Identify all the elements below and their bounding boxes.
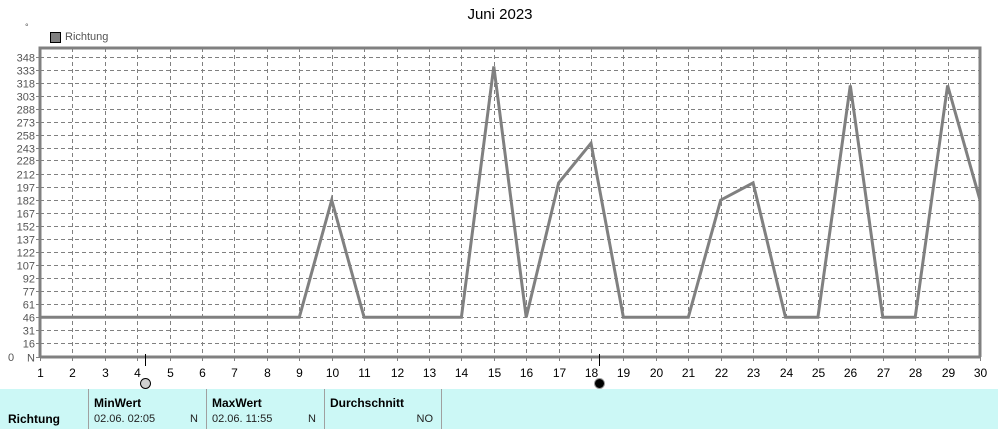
y-tick-label: 258 — [17, 131, 35, 143]
y-tick-label: 77 — [23, 287, 35, 299]
x-tick-label: 5 — [167, 366, 174, 380]
y-unit-label: ° — [25, 22, 29, 32]
stat-min-header: MinWert — [94, 396, 142, 410]
y-tick-label: 273 — [17, 118, 35, 130]
x-tick-label: 25 — [812, 366, 826, 380]
y-tick-label: 288 — [17, 105, 35, 117]
max-marker-icon[interactable] — [594, 378, 605, 389]
x-tick-label: 7 — [231, 366, 238, 380]
y-tick-label: 318 — [17, 79, 35, 91]
x-tick-label: 21 — [682, 366, 696, 380]
stat-min: MinWert 02.06. 02:05 N — [88, 389, 206, 429]
x-tick-label: 4 — [134, 366, 141, 380]
x-tick-label: 18 — [585, 366, 599, 380]
stat-max: MaxWert 02.06. 11:55 N — [206, 389, 324, 429]
stat-avg-direction: NO — [416, 413, 434, 425]
y-zero-label: 0 — [8, 352, 14, 364]
plot-frame — [38, 46, 982, 357]
x-tick-label: 15 — [488, 366, 502, 380]
x-tick-label: 9 — [296, 366, 303, 380]
x-tick-label: 24 — [780, 366, 794, 380]
x-tick-label: 19 — [617, 366, 631, 380]
x-tick-label: 14 — [455, 366, 469, 380]
max-marker-tick — [599, 354, 600, 366]
y-tick-label: 197 — [17, 183, 35, 195]
min-marker-icon[interactable] — [140, 378, 151, 389]
y-tick-label: 16 — [23, 339, 35, 351]
x-tick-label: 11 — [358, 366, 371, 380]
x-tick-label: 10 — [326, 366, 340, 380]
y-tick-label: 61 — [23, 300, 35, 312]
stats-panel: Richtung MinWert 02.06. 02:05 N MaxWert … — [0, 389, 998, 429]
y-tick-label: 31 — [23, 326, 35, 338]
x-tick-label: 12 — [391, 366, 405, 380]
stat-min-direction: N — [190, 413, 198, 425]
y-tick-label: 228 — [17, 156, 35, 168]
y-tick-label: 333 — [17, 66, 35, 78]
y-tick-label: 243 — [17, 144, 35, 156]
x-tick-label: 27 — [877, 366, 891, 380]
x-tick-label: 16 — [520, 366, 534, 380]
y-tick-label: 167 — [17, 209, 35, 221]
y-tick-label: 303 — [17, 92, 35, 104]
stat-max-direction: N — [308, 413, 316, 425]
x-tick-label: 20 — [650, 366, 664, 380]
legend: Richtung — [50, 31, 108, 43]
x-tick-label: 6 — [199, 366, 206, 380]
x-tick-label: 2 — [69, 366, 76, 380]
y-tick-label: 212 — [17, 170, 35, 182]
y-tick-label: 348 — [17, 53, 35, 65]
y-tick-label: 92 — [23, 274, 35, 286]
stat-avg: Durchschnitt NO — [324, 389, 442, 429]
series-line-richtung — [40, 66, 982, 319]
x-tick-label: 29 — [942, 366, 956, 380]
y-tick-label: 182 — [17, 196, 35, 208]
stat-max-header: MaxWert — [212, 396, 262, 410]
x-tick-label: 28 — [909, 366, 923, 380]
y-tick-label: 122 — [17, 248, 35, 260]
stat-max-value: 02.06. 11:55 — [212, 413, 273, 425]
stat-avg-header: Durchschnitt — [330, 396, 405, 410]
x-tick-label: 26 — [844, 366, 858, 380]
min-marker-tick — [145, 354, 146, 366]
x-tick-label: 13 — [423, 366, 437, 380]
y-tick-label: 107 — [17, 261, 35, 273]
x-tick-label: 3 — [102, 366, 109, 380]
chart-title: Juni 2023 — [467, 6, 533, 23]
x-tick-label: 8 — [264, 366, 271, 380]
legend-label: Richtung — [65, 31, 109, 43]
y-tick-label: 137 — [17, 235, 35, 247]
stats-row-label: Richtung — [8, 412, 60, 426]
x-tick-label: 22 — [715, 366, 729, 380]
x-tick-label: 23 — [747, 366, 761, 380]
y-tick-label: N — [27, 353, 35, 365]
x-tick-label: 17 — [553, 366, 567, 380]
x-tick-label: 30 — [974, 366, 988, 380]
y-tick-label: 46 — [23, 313, 35, 325]
x-tick-label: 1 — [37, 366, 44, 380]
line-chart: N163146617792107122137152167182197212228… — [8, 46, 988, 380]
stat-min-value: 02.06. 02:05 — [94, 413, 156, 425]
y-tick-label: 152 — [17, 222, 35, 234]
legend-swatch — [50, 31, 61, 43]
